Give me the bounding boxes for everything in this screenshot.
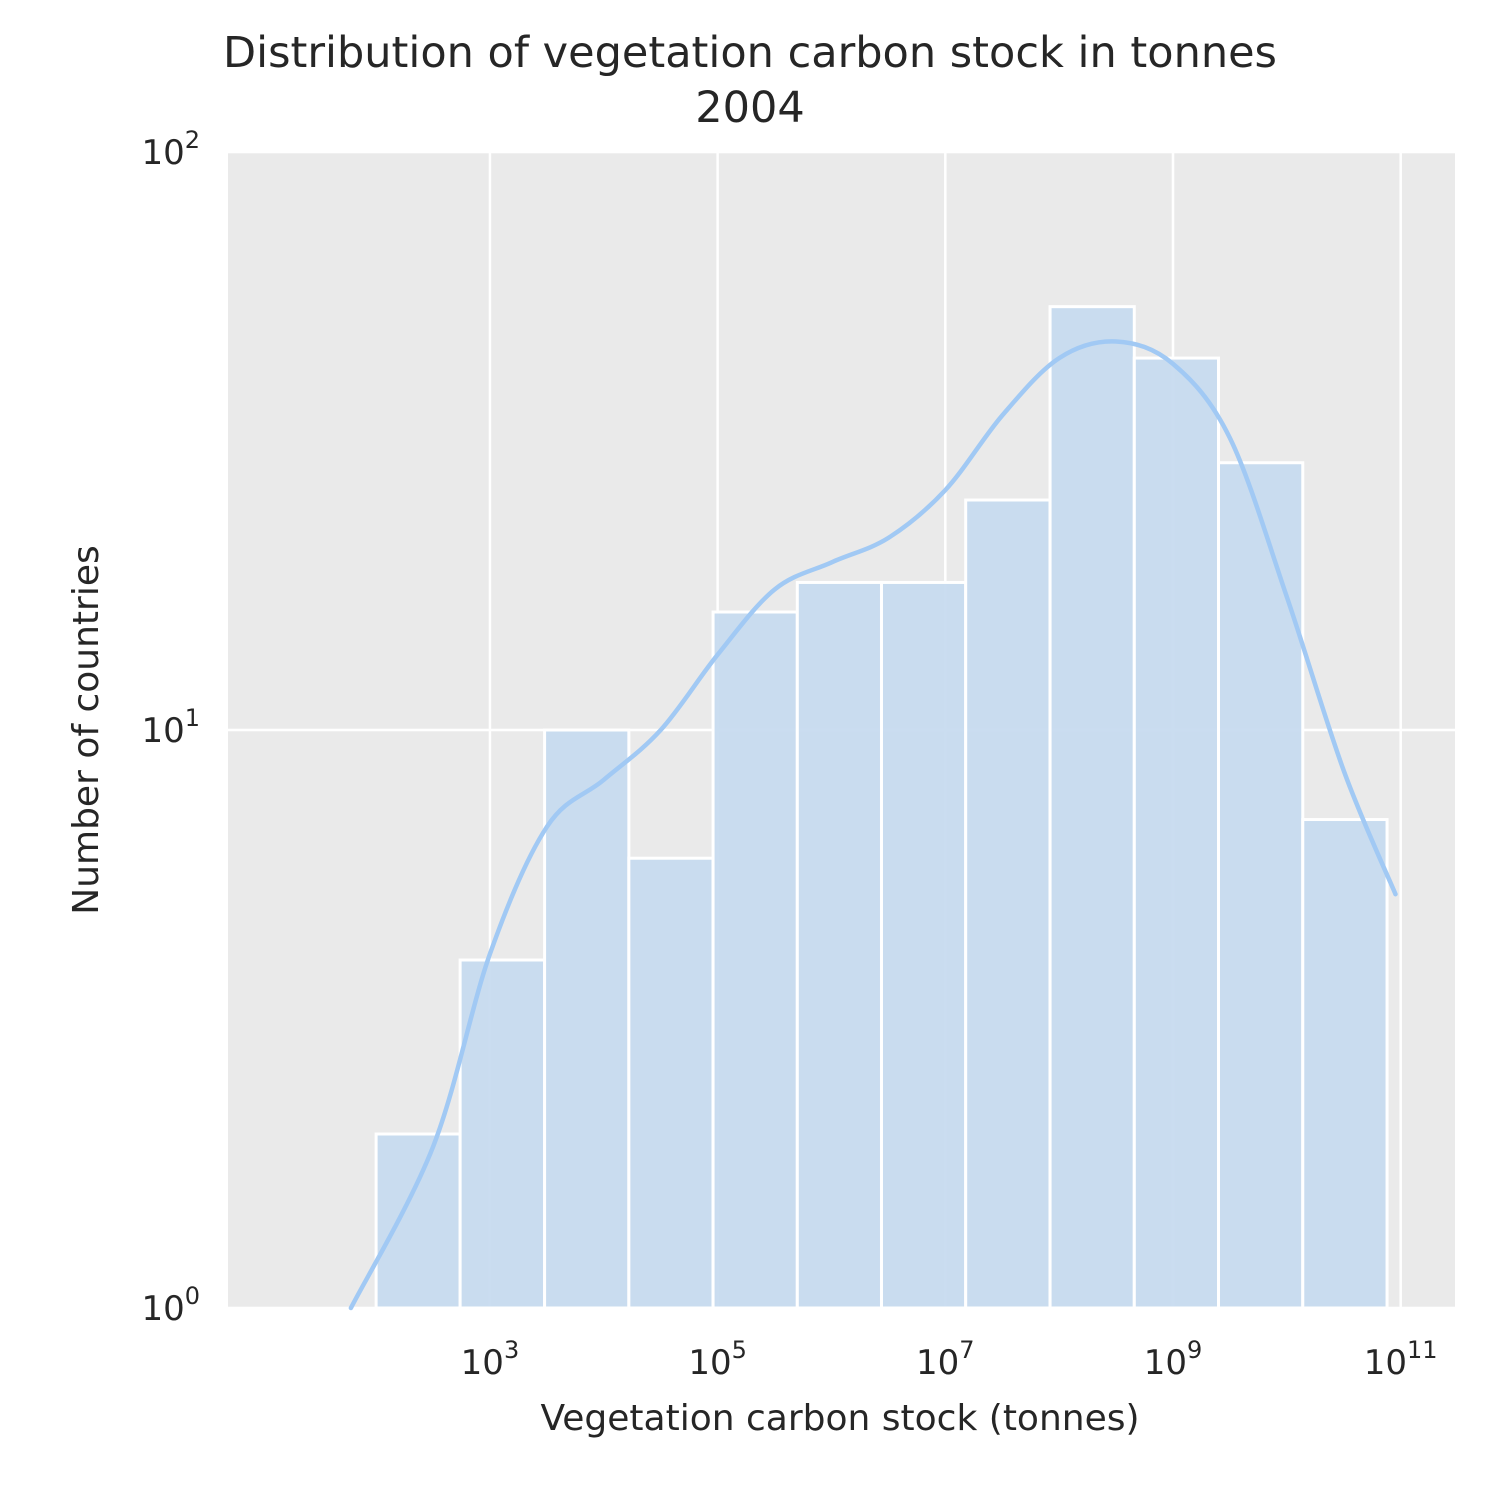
histogram-bar bbox=[374, 1132, 462, 1310]
x-tick-label: 103 bbox=[461, 1336, 520, 1383]
x-axis-label: Vegetation carbon stock (tonnes) bbox=[540, 1398, 1139, 1439]
histogram-bar bbox=[964, 498, 1052, 1310]
histogram-bar bbox=[1301, 818, 1389, 1310]
y-tick-label: 102 bbox=[141, 126, 200, 173]
histogram-bars bbox=[374, 305, 1389, 1310]
histogram-bar bbox=[627, 856, 715, 1310]
y-axis-ticks: 100 101 102 bbox=[141, 126, 200, 1329]
histogram-bar bbox=[1048, 305, 1136, 1310]
x-axis-ticks: 103 105 107 109 1011 bbox=[461, 1336, 1438, 1383]
chart-title: Distribution of vegetation carbon stock … bbox=[223, 28, 1277, 78]
y-tick-label: 100 bbox=[141, 1282, 200, 1329]
histogram-bar bbox=[1217, 461, 1305, 1310]
y-tick-label: 101 bbox=[141, 704, 200, 751]
histogram-bar bbox=[711, 610, 799, 1310]
x-tick-label: 107 bbox=[916, 1336, 975, 1383]
x-tick-label: 1011 bbox=[1364, 1336, 1438, 1383]
y-axis-label: Number of countries bbox=[66, 545, 107, 914]
histogram-bar bbox=[879, 580, 968, 1310]
histogram-bar bbox=[795, 580, 883, 1310]
x-tick-label: 105 bbox=[688, 1336, 747, 1383]
chart-subtitle: 2004 bbox=[695, 83, 804, 133]
kde-curve bbox=[348, 339, 1398, 1311]
x-tick-label: 109 bbox=[1144, 1336, 1203, 1383]
histogram-bar bbox=[1132, 356, 1221, 1310]
histogram-bar bbox=[458, 958, 547, 1310]
